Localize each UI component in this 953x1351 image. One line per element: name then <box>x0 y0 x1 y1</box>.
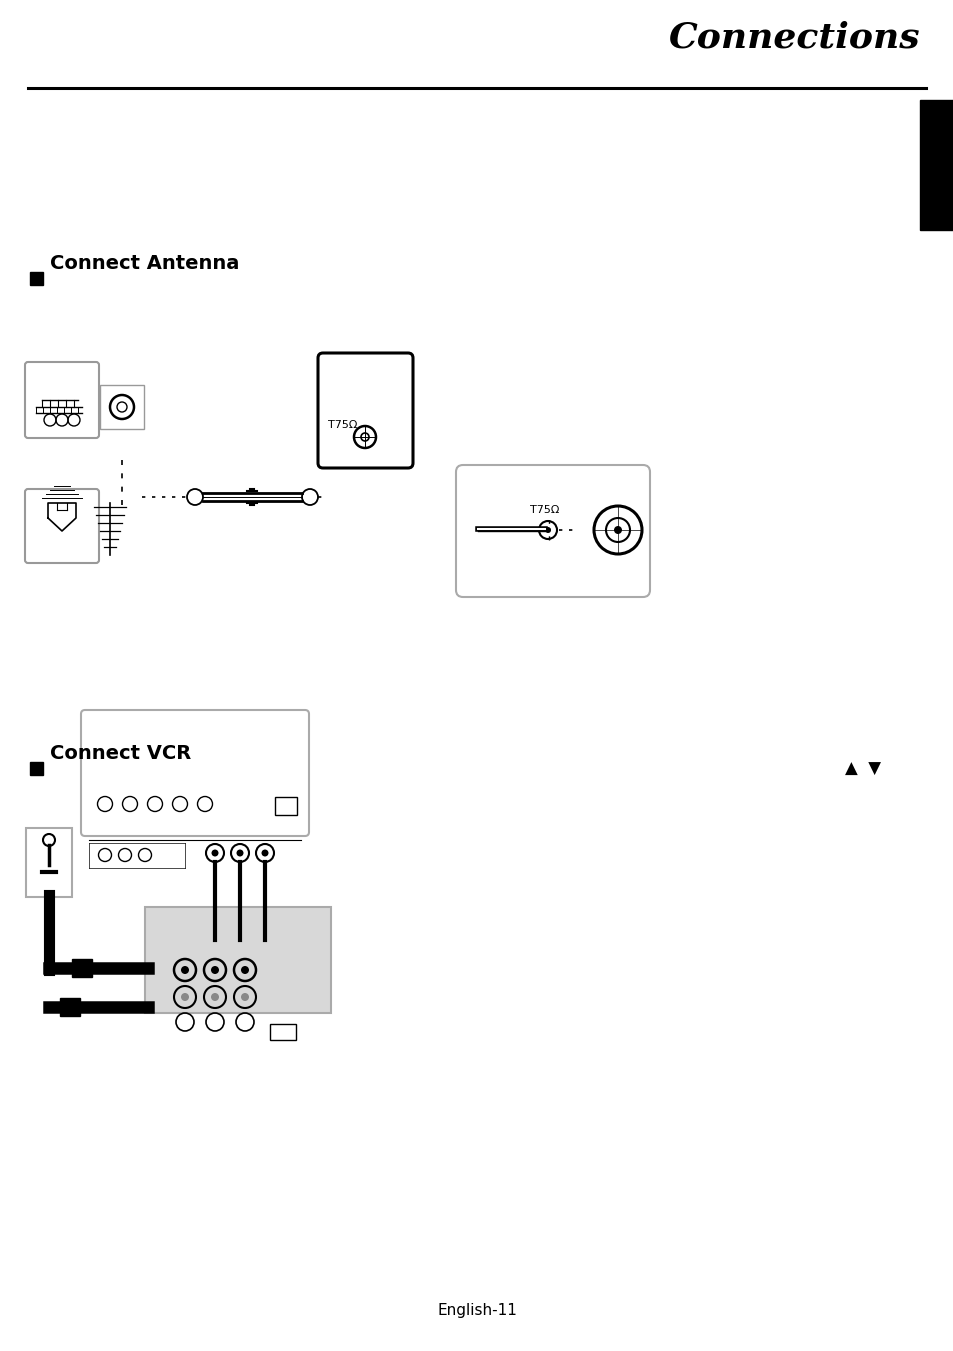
FancyBboxPatch shape <box>145 907 331 1013</box>
Circle shape <box>544 527 551 534</box>
FancyBboxPatch shape <box>25 489 99 563</box>
Bar <box>919 100 953 230</box>
Circle shape <box>261 850 268 857</box>
Circle shape <box>236 850 243 857</box>
Circle shape <box>211 993 219 1001</box>
Circle shape <box>241 993 249 1001</box>
FancyBboxPatch shape <box>456 465 649 597</box>
Text: Connect Antenna: Connect Antenna <box>50 254 239 273</box>
Text: Connect VCR: Connect VCR <box>50 744 191 763</box>
Text: ▲  ▼: ▲ ▼ <box>844 761 880 778</box>
Bar <box>30 272 43 285</box>
Circle shape <box>212 850 218 857</box>
Text: Τ75Ω: Τ75Ω <box>530 505 558 515</box>
Circle shape <box>181 966 189 974</box>
FancyBboxPatch shape <box>317 353 413 467</box>
Text: Τ75Ω: Τ75Ω <box>328 420 357 430</box>
Circle shape <box>211 966 219 974</box>
Bar <box>30 762 43 775</box>
FancyBboxPatch shape <box>26 828 71 897</box>
Bar <box>274 797 296 815</box>
Circle shape <box>181 993 189 1001</box>
Text: English-11: English-11 <box>436 1302 517 1319</box>
FancyBboxPatch shape <box>81 711 309 836</box>
Circle shape <box>614 526 621 534</box>
Bar <box>60 998 80 1016</box>
Bar <box>71 959 91 977</box>
FancyBboxPatch shape <box>100 385 144 430</box>
FancyBboxPatch shape <box>25 362 99 438</box>
Circle shape <box>241 966 249 974</box>
Text: Connections: Connections <box>668 22 919 55</box>
Bar <box>270 1024 295 1040</box>
